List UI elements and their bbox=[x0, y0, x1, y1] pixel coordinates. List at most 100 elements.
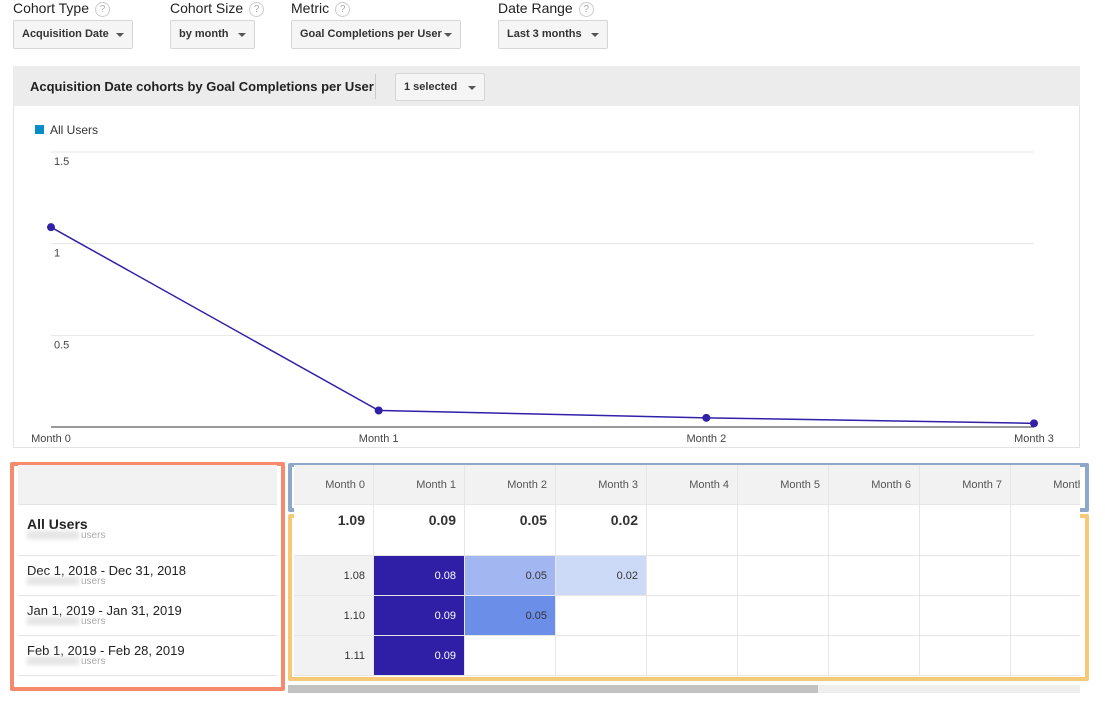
cohort-cell: 1.08 bbox=[294, 556, 374, 596]
user-count: users bbox=[27, 616, 277, 627]
column-header: Month 3 bbox=[556, 465, 647, 505]
cohort-cell: 0.05 bbox=[465, 596, 556, 636]
column-header: Month 1 bbox=[374, 465, 465, 505]
empty-cell bbox=[647, 636, 738, 676]
help-icon: ? bbox=[335, 2, 351, 17]
empty-cell bbox=[829, 596, 920, 636]
row-label-text: All Users bbox=[27, 516, 88, 532]
legend-label: All Users bbox=[50, 123, 98, 137]
caret bbox=[444, 33, 452, 37]
dropdown[interactable]: by month bbox=[170, 20, 255, 49]
empty-cell bbox=[920, 596, 1011, 636]
cohort-cell: 1.10 bbox=[294, 596, 374, 636]
empty-cell bbox=[738, 556, 829, 596]
table-clip: Month 0 Month 1 Month 2 Month 3 Month 4 Month… bbox=[294, 465, 1080, 677]
series-line bbox=[50, 226, 1035, 425]
dropdown-value: Last 3 months bbox=[507, 28, 582, 40]
scroll-thumb[interactable] bbox=[288, 685, 818, 693]
line-chart: 0.5 1 1.5 Month 0 Month 1 Month 2 Month 3 All U… bbox=[31, 123, 1054, 445]
dropdown[interactable]: Last 3 months bbox=[498, 20, 608, 49]
x-tick-label: Month 1 bbox=[359, 433, 399, 445]
y-tick-label: 0.5 bbox=[54, 339, 69, 351]
blurred-count bbox=[27, 657, 79, 666]
column-header: Month 8 bbox=[1011, 465, 1080, 505]
caret bbox=[591, 33, 599, 37]
dropdown[interactable]: Goal Completions per User bbox=[291, 20, 461, 49]
y-tick-label: 1.5 bbox=[54, 156, 69, 168]
help-icon: ? bbox=[249, 2, 265, 17]
empty-cell bbox=[829, 636, 920, 676]
control-label: Date Range? bbox=[498, 0, 594, 17]
empty-cell bbox=[556, 636, 647, 676]
user-count: users bbox=[27, 576, 277, 587]
control-label: Metric? bbox=[291, 0, 351, 17]
chart-area bbox=[13, 106, 1080, 448]
empty-cell bbox=[920, 556, 1011, 596]
highlight-row-labels bbox=[10, 462, 285, 691]
cohort-cell: 0.02 bbox=[556, 505, 647, 556]
cohort-cell: 1.11 bbox=[294, 636, 374, 676]
empty-cell bbox=[647, 505, 738, 556]
x-tick-label: Month 3 bbox=[1014, 433, 1054, 445]
dropdown-value: Goal Completions per User bbox=[300, 28, 442, 40]
blurred-count bbox=[27, 577, 79, 586]
data-point bbox=[702, 413, 711, 422]
legend-swatch bbox=[35, 125, 44, 134]
control-label-text: Cohort Size bbox=[170, 0, 244, 16]
row-label-text: Dec 1, 2018 - Dec 31, 2018 bbox=[27, 563, 186, 578]
row-label-text: Feb 1, 2019 - Feb 28, 2019 bbox=[27, 643, 185, 658]
blurred-count bbox=[27, 531, 79, 540]
cohort-cell: 0.09 bbox=[374, 596, 465, 636]
row-label-text: Jan 1, 2019 - Jan 31, 2019 bbox=[27, 603, 182, 618]
column-header: Month 0 bbox=[294, 465, 374, 505]
empty-cell bbox=[556, 596, 647, 636]
dropdown-value: Acquisition Date bbox=[22, 28, 109, 40]
empty-cell bbox=[829, 556, 920, 596]
control-label-text: Metric bbox=[291, 0, 330, 16]
cohort-cell: 0.08 bbox=[374, 556, 465, 596]
dropdown[interactable]: Acquisition Date bbox=[13, 20, 133, 49]
cohort-cell: 0.02 bbox=[556, 556, 647, 596]
selector-text: 1 selected bbox=[404, 81, 458, 93]
cohort-cell: 0.09 bbox=[374, 505, 465, 556]
empty-cell bbox=[738, 505, 829, 556]
empty-cell bbox=[1011, 505, 1080, 556]
dropdown-value: by month bbox=[179, 28, 229, 40]
empty-cell bbox=[920, 505, 1011, 556]
help-icon: ? bbox=[578, 2, 594, 17]
empty-cell bbox=[829, 505, 920, 556]
blurred-count bbox=[27, 617, 79, 626]
x-tick-label: Month 0 bbox=[31, 433, 71, 445]
column-header: Month 2 bbox=[465, 465, 556, 505]
empty-cell bbox=[647, 556, 738, 596]
empty-cell bbox=[1011, 596, 1080, 636]
column-header: Month 7 bbox=[920, 465, 1011, 505]
user-count: users bbox=[27, 656, 277, 667]
empty-cell bbox=[465, 636, 556, 676]
divider bbox=[375, 74, 376, 99]
series-selector[interactable]: 1 selected bbox=[395, 73, 485, 101]
column-header: Month 5 bbox=[738, 465, 829, 505]
row-label: Jan 1, 2019 - Jan 31, 2019 users bbox=[18, 596, 277, 636]
user-count-unit: users bbox=[81, 576, 106, 587]
row-label: Feb 1, 2019 - Feb 28, 2019 users bbox=[18, 636, 277, 676]
cohort-cell: 0.05 bbox=[465, 505, 556, 556]
row-label: Dec 1, 2018 - Dec 31, 2018 users bbox=[18, 556, 277, 596]
cohort-cell: 0.05 bbox=[465, 556, 556, 596]
caret bbox=[238, 33, 246, 37]
column-header: Month 4 bbox=[647, 465, 738, 505]
control-label: Cohort Type? bbox=[13, 0, 111, 17]
caret bbox=[116, 33, 124, 37]
empty-cell bbox=[1011, 636, 1080, 676]
cohort-cell: 0.09 bbox=[374, 636, 465, 676]
data-point bbox=[374, 406, 383, 415]
empty-cell bbox=[1011, 556, 1080, 596]
control-label: Cohort Size? bbox=[170, 0, 265, 17]
control-label-text: Date Range bbox=[498, 0, 573, 16]
chart-header bbox=[13, 66, 1080, 106]
user-count-unit: users bbox=[81, 616, 106, 627]
column-header: Month 6 bbox=[829, 465, 920, 505]
user-count-unit: users bbox=[81, 530, 106, 541]
row-label: All Users users bbox=[18, 505, 277, 556]
